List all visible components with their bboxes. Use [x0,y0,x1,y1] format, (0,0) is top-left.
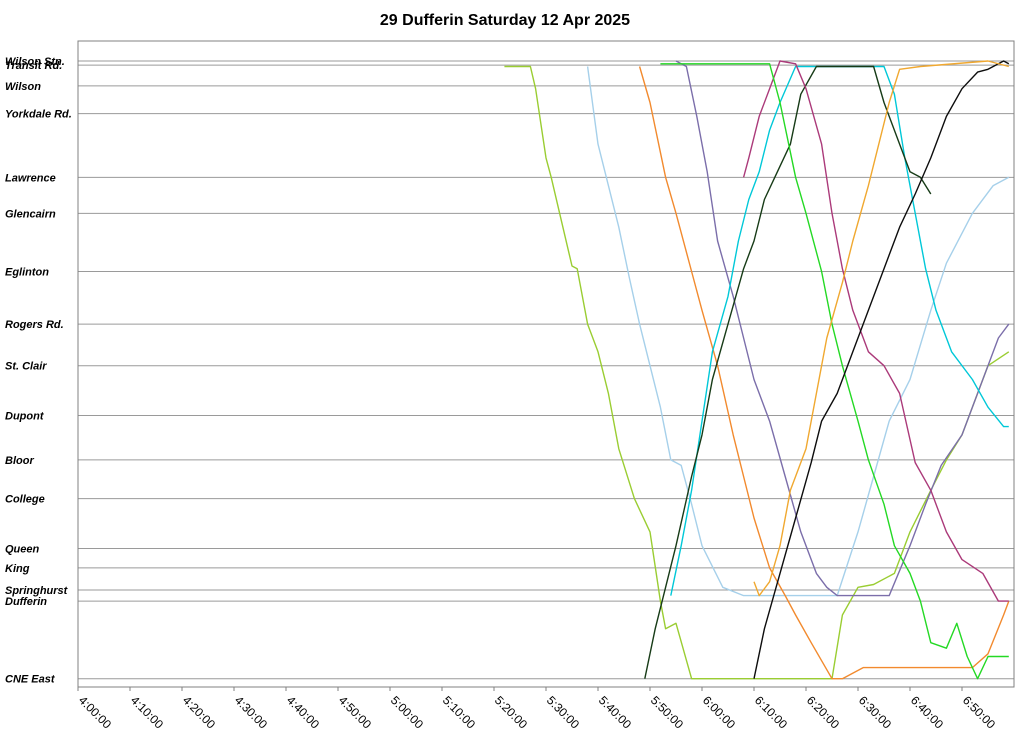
stop-label: Wilson Stn. [5,56,65,68]
stop-labels: Wilson Stn.Transit Rd. Wilson Yorkdale Rd.… [5,56,72,686]
trip-line [504,65,1010,680]
trip-line [586,66,1010,597]
x-tick-label: 4:10:00 [128,693,166,731]
stop-label: Lawrence [5,172,56,184]
x-tick-label: 6:00:00 [700,693,738,731]
stop-label: Eglinton [5,267,49,279]
x-tick-label: 5:20:00 [492,693,530,731]
stop-label: Dufferin [5,596,47,608]
x-tick-label: 4:50:00 [336,693,374,731]
trip-line [753,60,1009,597]
stop-label: Queen [5,544,40,556]
x-tick-label: 5:40:00 [596,693,634,731]
stop-label: Dupont [5,411,45,423]
x-tick-label: 4:20:00 [180,693,218,731]
stop-label: CNE East [5,674,56,686]
stop-label: Transit Rd. [5,60,62,72]
trip-line [742,60,1009,602]
x-tick-label: 4:00:00 [76,693,114,731]
stop-label: Yorkdale Rd. [5,109,72,121]
stop-gridlines [78,60,1014,680]
x-tick-label: 4:40:00 [284,693,322,731]
x-tick-label: 5:10:00 [440,693,478,731]
stop-label: St. Clair [5,361,47,373]
x-tick-label: 4:30:00 [232,693,270,731]
stop-label: Glencairn [5,208,56,220]
stop-label: College [5,494,45,506]
x-tick-label: 6:30:00 [856,693,894,731]
trip-line [675,60,1010,597]
x-tick-label: 5:30:00 [544,693,582,731]
stop-label: Rogers Rd. [5,319,64,331]
stop-label: Wilson [5,81,41,93]
trip-line [670,65,1009,596]
trip-line [660,63,1009,680]
plot-frame [77,40,1015,688]
x-tick-label: 5:50:00 [648,693,686,731]
x-tick-label: 5:00:00 [388,693,426,731]
stop-label: King [5,563,30,575]
x-tick-label: 6:20:00 [804,693,842,731]
chart-title: 29 Dufferin Saturday 12 Apr 2025 [380,12,630,29]
stop-label: Bloor [5,455,34,467]
time-axis-ticks: 4:00:00 4:10:00 4:20:00 4:30:00 4:40:00 4:50:… [76,687,998,732]
bus-trip-lines [504,60,1010,680]
x-tick-label: 6:10:00 [752,693,790,731]
x-tick-label: 6:50:00 [960,693,998,731]
trip-line [753,60,1010,679]
stop-label: Springhurst [5,585,69,597]
trip-line [638,66,1010,680]
trip-line [644,65,932,679]
x-tick-label: 6:40:00 [908,693,946,731]
